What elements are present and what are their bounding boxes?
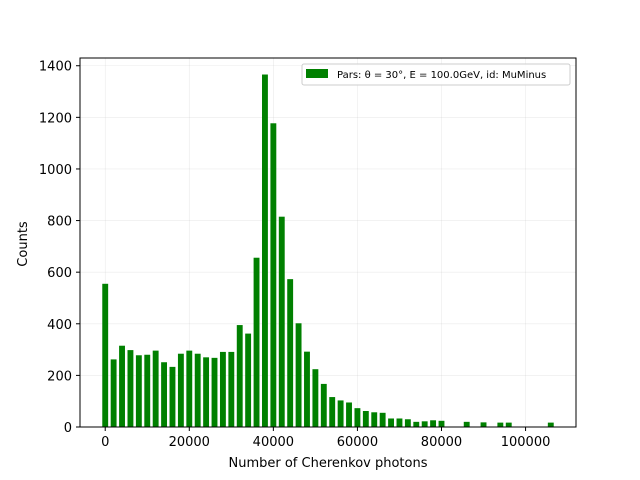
y-tick-label: 1200: [39, 111, 72, 126]
histogram-bar: [421, 421, 428, 427]
histogram-bar: [388, 418, 394, 427]
histogram-bar: [312, 369, 319, 427]
histogram-bar: [404, 419, 411, 427]
bar-series: [102, 74, 554, 428]
x-axis-ticks: 0 20000 40000 60000 80000 100000: [101, 427, 550, 450]
histogram-bar: [295, 323, 302, 427]
histogram-bar: [127, 350, 134, 427]
legend-swatch: [306, 69, 328, 78]
histogram-bar: [396, 418, 403, 427]
histogram-bar: [287, 279, 294, 427]
legend-box: [301, 63, 571, 86]
x-tick-label: 0: [101, 435, 109, 450]
histogram-bar: [371, 412, 378, 427]
histogram-bar: [161, 362, 168, 427]
histogram-bar: [119, 345, 125, 427]
x-axis-label: Number of Cherenkov photons: [229, 456, 428, 471]
histogram-bar: [194, 353, 201, 427]
histogram-bar: [329, 397, 336, 427]
y-tick-label: 400: [47, 318, 72, 333]
histogram-bar: [228, 351, 235, 427]
histogram-bar: [362, 411, 369, 427]
x-tick-label: 80000: [421, 435, 462, 450]
plot-frame: [79, 57, 577, 428]
histogram-bar: [186, 350, 193, 427]
y-tick-label: 200: [47, 369, 72, 384]
histogram-bar: [438, 420, 445, 427]
histogram-bar: [219, 351, 226, 427]
histogram-bar: [211, 357, 218, 427]
y-tick-label: 1000: [39, 163, 72, 178]
histogram-bar: [430, 420, 437, 427]
histogram-bar: [110, 359, 117, 427]
histogram-bar: [262, 74, 268, 428]
y-axis-label: Counts: [16, 221, 31, 267]
histogram-bar: [144, 354, 151, 427]
x-tick-label: 20000: [169, 435, 210, 450]
histogram-bar: [152, 350, 159, 427]
histogram-bar: [203, 357, 210, 427]
histogram-bar: [379, 412, 386, 427]
y-axis-ticks: 0 200 400 600 800 1000 1200 1400: [39, 60, 80, 436]
histogram-bar: [354, 408, 361, 427]
histogram-bar: [413, 421, 420, 427]
histogram-bar: [320, 383, 327, 427]
x-tick-label: 100000: [501, 435, 551, 450]
histogram-bar: [245, 333, 252, 427]
histogram-bar: [135, 355, 142, 427]
histogram-bar: [463, 421, 470, 427]
y-tick-label: 0: [64, 421, 72, 436]
x-tick-label: 60000: [337, 435, 378, 450]
histogram-bar: [304, 351, 310, 427]
histogram-bar: [102, 283, 109, 427]
histogram-bar: [253, 257, 260, 427]
histogram-bar: [270, 123, 277, 428]
y-tick-label: 1400: [39, 60, 72, 75]
histogram-bar: [278, 216, 285, 427]
y-tick-label: 800: [47, 215, 72, 230]
x-tick-label: 40000: [253, 435, 294, 450]
histogram-bar: [505, 422, 512, 427]
legend: Pars: θ = 30°, E = 100.0GeV, id: MuMinus: [301, 63, 571, 86]
histogram-bar: [346, 402, 352, 427]
y-tick-label: 600: [47, 266, 72, 281]
histogram-bar: [547, 422, 554, 427]
histogram-bar: [236, 325, 243, 427]
histogram-bar: [337, 400, 344, 427]
histogram-bar: [480, 422, 487, 427]
legend-entry-label: Pars: θ = 30°, E = 100.0GeV, id: MuMinus: [337, 70, 546, 81]
histogram-bar: [169, 366, 176, 427]
histogram-bar: [497, 422, 504, 427]
histogram-bar: [177, 353, 184, 427]
